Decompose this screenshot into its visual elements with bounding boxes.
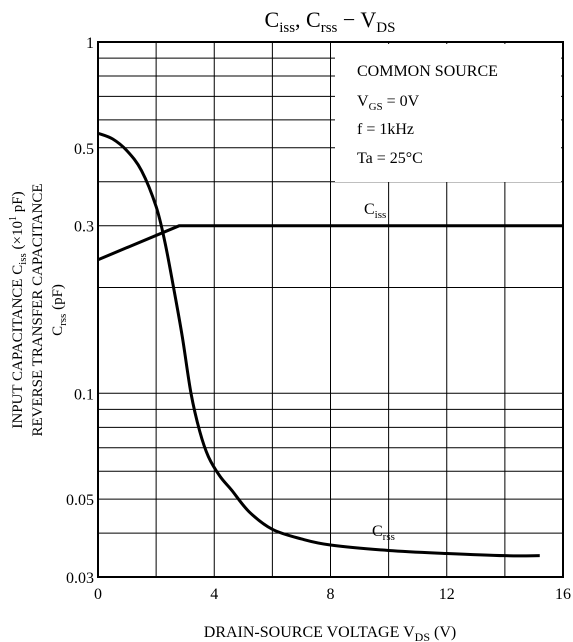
y-tick-label: 0.1 (74, 386, 94, 403)
y-axis-label-line2: REVERSE TRANSFER CAPACITANCE (30, 183, 46, 436)
series-label-ciss: Ciss (364, 201, 386, 221)
x-tick-label: 16 (555, 586, 571, 603)
x-tick-label: 4 (210, 586, 218, 603)
svg-text:REVERSE TRANSFER CAPACITANCE: REVERSE TRANSFER CAPACITANCE (30, 183, 46, 436)
series-layer (97, 131, 563, 558)
grid (98, 41, 563, 578)
svg-text:INPUT CAPACITANCE Ciss (×101 p: INPUT CAPACITANCE Ciss (×101 pF) (8, 191, 29, 428)
x-tick-label: 12 (439, 586, 455, 603)
series-line-crss (97, 131, 540, 558)
chart-title: Ciss, Crss − VDS (265, 7, 396, 36)
conditions-box (335, 44, 561, 182)
svg-text:Crss (pF): Crss (pF) (50, 284, 69, 336)
x-axis-label: DRAIN-SOURCE VOLTAGE VDS (V) (204, 624, 456, 642)
condition-vgs: VGS = 0V (357, 93, 420, 113)
conditions-text: COMMON SOURCE VGS = 0V f = 1kHz Ta = 25°… (357, 63, 498, 167)
series-label-crss: Crss (372, 523, 395, 543)
y-tick-label: 0.03 (66, 570, 94, 587)
y-tick-label: 1 (86, 35, 94, 52)
condition-temperature: Ta = 25°C (357, 150, 423, 167)
condition-frequency: f = 1kHz (357, 121, 414, 138)
x-tick-label: 0 (94, 586, 102, 603)
plot-frame (97, 41, 564, 578)
x-tick-label: 8 (327, 586, 335, 603)
y-tick-label: 0.05 (66, 492, 94, 509)
series-line-ciss (97, 224, 563, 262)
condition-common-source: COMMON SOURCE (357, 63, 498, 80)
y-axis-label-line3: Crss (pF) (50, 284, 69, 336)
y-tick-label: 0.3 (74, 219, 94, 236)
y-tick-label: 0.5 (74, 141, 94, 158)
tick-labels: 0 4 8 12 16 1 0.5 0.3 0.1 0.05 0.03 (66, 35, 571, 603)
y-axis-label-line1: INPUT CAPACITANCE Ciss (×101 pF) (8, 191, 29, 428)
